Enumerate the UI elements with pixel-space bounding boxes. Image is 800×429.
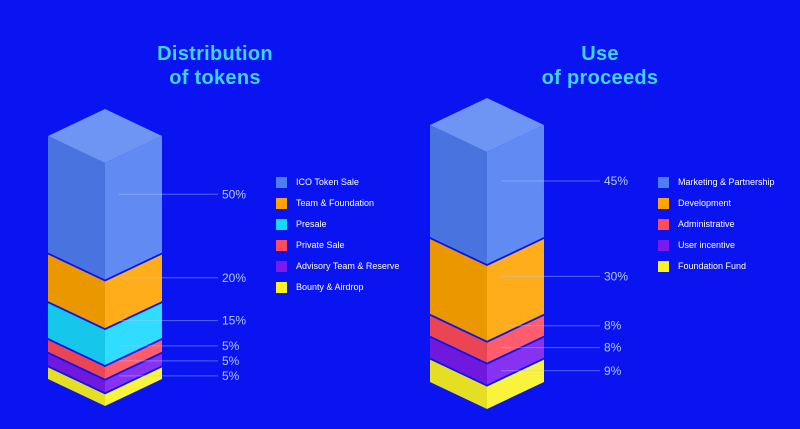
percent-label: 8% [604, 319, 622, 333]
distribution-title-line-1: Distribution [157, 43, 273, 65]
segment-right-face [487, 337, 544, 385]
segment-right-face [487, 125, 544, 265]
segment-marketing-and-partnership [430, 98, 544, 265]
percent-label: 15% [222, 314, 246, 328]
segment-left-face [430, 337, 487, 385]
legend-item-private-sale: Private Sale [276, 235, 399, 255]
segment-user-incentive [430, 337, 544, 385]
percent-label: 50% [222, 187, 246, 201]
segment-right-face [105, 254, 162, 329]
segment-presale [48, 303, 162, 366]
proceeds-title: Use of proceeds [515, 42, 685, 90]
legend-swatch [658, 197, 669, 209]
legend-label: Presale [296, 219, 327, 229]
segment-team-and-foundation [48, 254, 162, 329]
legend-label: User incentive [678, 240, 736, 250]
legend-label: Bounty & Airdrop [296, 282, 364, 292]
legend-item-bounty-airdrop: Bounty & Airdrop [276, 277, 399, 297]
legend-swatch [658, 218, 669, 230]
percent-label: 30% [604, 269, 628, 283]
legend-label: ICO Token Sale [296, 177, 359, 187]
segment-left-face [48, 254, 105, 329]
distribution-title: Distribution of tokens [130, 42, 300, 90]
segment-left-face [430, 315, 487, 363]
legend-label: Private Sale [296, 240, 345, 250]
distribution-legend: ICO Token Sale Team & Foundation Presale… [276, 172, 399, 298]
proceeds-legend: Marketing & Partnership Development Admi… [658, 172, 775, 277]
segment-right-face [487, 239, 544, 341]
legend-item-administrative: Administrative [658, 214, 775, 234]
segment-right-face [105, 136, 162, 280]
segment-right-face [487, 315, 544, 363]
segment-top-face [48, 109, 162, 163]
segment-left-face [48, 353, 105, 393]
segment-left-face [48, 136, 105, 280]
legend-label: Administrative [678, 219, 735, 229]
legend-label: Team & Foundation [296, 198, 375, 208]
proceeds-title-line-2: of proceeds [541, 67, 659, 89]
segment-foundation-fund [430, 359, 544, 409]
legend-label: Development [678, 198, 732, 208]
legend-swatch [276, 176, 287, 188]
legend-item-team-foundation: Team & Foundation [276, 193, 399, 213]
segment-left-face [430, 125, 487, 265]
segment-ico-token-sale [48, 109, 162, 280]
legend-swatch [276, 260, 287, 272]
percent-label: 9% [604, 364, 622, 378]
segment-right-face [487, 359, 544, 409]
percent-label: 8% [604, 341, 622, 355]
legend-swatch [276, 281, 287, 293]
segment-right-face [105, 303, 162, 366]
legend-swatch [276, 197, 287, 209]
legend-swatch [658, 260, 669, 272]
legend-item-foundation-fund: Foundation Fund [658, 256, 775, 276]
legend-item-presale: Presale [276, 214, 399, 234]
segment-right-face [105, 340, 162, 379]
segment-top-face [430, 98, 544, 152]
segment-left-face [430, 239, 487, 341]
legend-item-advisory-team-reserve: Advisory Team & Reserve [276, 256, 399, 276]
legend-item-ico-token-sale: ICO Token Sale [276, 172, 399, 192]
legend-swatch [276, 239, 287, 251]
segment-left-face [48, 303, 105, 366]
legend-label: Advisory Team & Reserve [296, 261, 400, 271]
legend-item-development: Development [658, 193, 775, 213]
proceeds-title-line-1: Use [581, 43, 619, 65]
segment-bounty-and-airdrop [48, 367, 162, 406]
percent-label: 5% [222, 354, 240, 368]
legend-swatch [276, 218, 287, 230]
legend-label: Foundation Fund [678, 261, 747, 271]
segment-private-sale [48, 340, 162, 379]
legend-item-marketing-partnership: Marketing & Partnership [658, 172, 775, 192]
percent-label: 5% [222, 369, 240, 383]
cube-stack-1: 50%20%15%5%5%5% [48, 109, 246, 406]
legend-swatch [658, 176, 669, 188]
segment-left-face [48, 340, 105, 379]
segment-left-face [48, 367, 105, 406]
percent-label: 20% [222, 271, 246, 285]
distribution-title-line-2: of tokens [169, 67, 261, 89]
legend-item-user-incentive: User incentive [658, 235, 775, 255]
segment-administrative [430, 315, 544, 363]
percent-label: 5% [222, 339, 240, 353]
legend-label: Marketing & Partnership [678, 177, 775, 187]
segment-development [430, 239, 544, 341]
cube-stack-2: 45% 30% 8% 8% 9% [430, 98, 628, 409]
segment-left-face [430, 359, 487, 409]
percent-label: 45% [604, 174, 628, 188]
legend-swatch [658, 239, 669, 251]
segment-right-face [105, 353, 162, 393]
segment-right-face [105, 367, 162, 406]
segment-advisory-team-and-reserve [48, 353, 162, 393]
